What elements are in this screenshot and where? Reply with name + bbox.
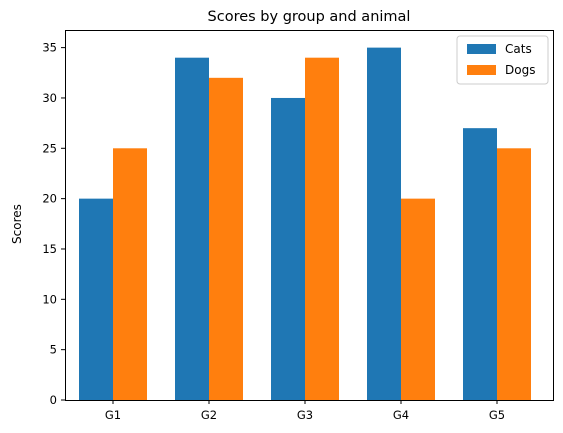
x-tick-label: G2 bbox=[201, 408, 217, 422]
plot-frame bbox=[65, 30, 554, 401]
chart-title: Scores by group and animal bbox=[208, 9, 411, 25]
y-axis-ticks: 0 5 10 15 20 25 30 35 bbox=[42, 41, 65, 407]
bars-group bbox=[79, 47, 531, 401]
x-tick-label: G4 bbox=[393, 408, 409, 422]
y-tick-label: 15 bbox=[42, 242, 57, 256]
bar-dogs-g4 bbox=[401, 198, 435, 400]
legend-label-dogs: Dogs bbox=[505, 63, 535, 77]
bar-cats-g1 bbox=[79, 198, 113, 400]
legend: Cats Dogs bbox=[456, 35, 549, 85]
bar-cats-g2 bbox=[175, 57, 209, 401]
bar-dogs-g3 bbox=[305, 57, 339, 401]
x-tick-label: G5 bbox=[489, 408, 505, 422]
bar-cats-g5 bbox=[463, 128, 497, 400]
y-tick-label: 20 bbox=[42, 192, 57, 206]
y-tick-label: 10 bbox=[42, 292, 57, 306]
y-axis-label: Scores bbox=[10, 204, 24, 244]
y-tick-label: 25 bbox=[42, 141, 57, 155]
x-tick-label: G1 bbox=[105, 408, 121, 422]
x-axis-ticks: G1 G2 G3 G4 G5 bbox=[105, 400, 505, 422]
x-tick-label: G3 bbox=[297, 408, 313, 422]
y-tick-label: 5 bbox=[50, 343, 57, 357]
legend-swatch-dogs bbox=[467, 65, 496, 75]
y-tick-label: 30 bbox=[42, 91, 57, 105]
bar-cats-g4 bbox=[367, 47, 401, 400]
legend-label-cats: Cats bbox=[505, 42, 532, 56]
legend-swatch-cats bbox=[467, 44, 496, 54]
bar-dogs-g2 bbox=[209, 77, 243, 401]
bar-dogs-g1 bbox=[113, 148, 147, 400]
bar-dogs-g5 bbox=[497, 148, 531, 400]
bar-cats-g3 bbox=[271, 97, 305, 401]
y-tick-label: 0 bbox=[50, 393, 57, 407]
y-tick-label: 35 bbox=[42, 41, 57, 55]
